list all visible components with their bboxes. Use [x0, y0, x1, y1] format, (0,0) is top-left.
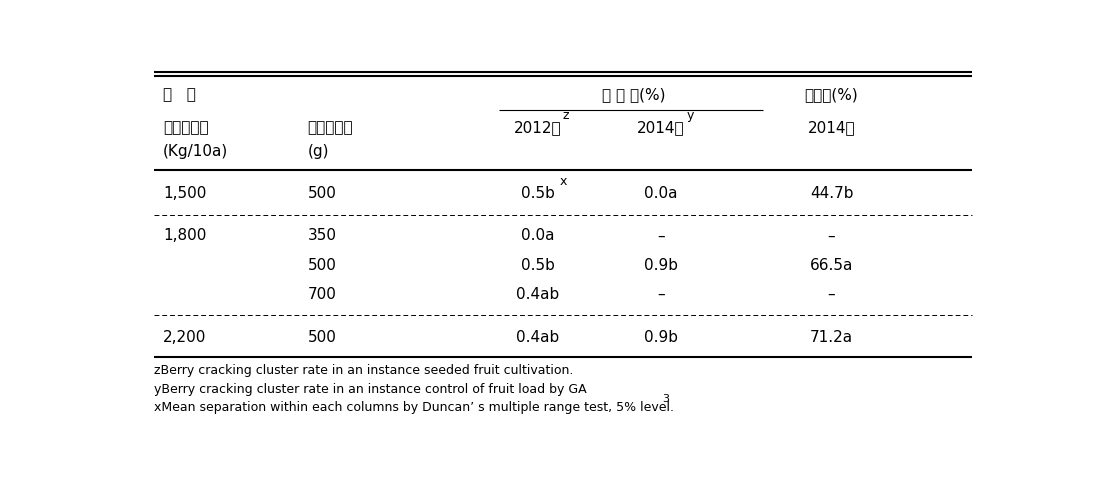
Text: 0.4ab: 0.4ab — [517, 330, 559, 345]
Text: 0.9b: 0.9b — [644, 258, 678, 273]
Text: 1,500: 1,500 — [163, 186, 207, 201]
Text: 71.2a: 71.2a — [810, 330, 853, 345]
Text: 500: 500 — [308, 330, 336, 345]
Text: –: – — [657, 287, 665, 302]
Text: 0.0a: 0.0a — [521, 228, 554, 243]
Text: 2014년: 2014년 — [808, 120, 855, 135]
Text: 44.7b: 44.7b — [810, 186, 853, 201]
Text: –: – — [657, 228, 665, 243]
Text: 3: 3 — [663, 393, 669, 403]
Text: 2,200: 2,200 — [163, 330, 207, 345]
Text: z: z — [563, 109, 569, 122]
Text: 2012년: 2012년 — [514, 120, 562, 135]
Text: –: – — [828, 228, 835, 243]
Text: yBerry cracking cluster rate in an instance control of fruit load by GA3 and TDZ: yBerry cracking cluster rate in an insta… — [154, 383, 723, 396]
Text: y: y — [686, 109, 693, 122]
Text: (g): (g) — [308, 144, 330, 159]
Text: 2014년: 2014년 — [637, 120, 685, 135]
Text: x: x — [559, 175, 567, 188]
Text: 0.9b: 0.9b — [644, 330, 678, 345]
Text: 0.5b: 0.5b — [521, 258, 555, 273]
Text: 0.5b: 0.5b — [521, 186, 555, 201]
Text: xMean separation within each columns by Duncan’ s multiple range test, 5% level.: xMean separation within each columns by … — [154, 401, 675, 414]
Text: 350: 350 — [308, 228, 336, 243]
Text: –: – — [828, 287, 835, 302]
Text: 처   리: 처 리 — [163, 87, 196, 102]
Text: zBerry cracking cluster rate in an instance seeded fruit cultivation.: zBerry cracking cluster rate in an insta… — [154, 364, 574, 378]
Text: 1,800: 1,800 — [163, 228, 207, 243]
Text: 무핵률(%): 무핵률(%) — [804, 87, 858, 102]
Text: 700: 700 — [308, 287, 336, 302]
Text: 500: 500 — [308, 186, 336, 201]
Text: 열 과 율(%): 열 과 율(%) — [602, 87, 665, 102]
Text: 목표생산량: 목표생산량 — [163, 120, 209, 135]
Text: 목표과방중: 목표과방중 — [308, 120, 354, 135]
Text: 0.4ab: 0.4ab — [517, 287, 559, 302]
Text: 0.0a: 0.0a — [644, 186, 678, 201]
Text: 66.5a: 66.5a — [810, 258, 853, 273]
Text: (Kg/10a): (Kg/10a) — [163, 144, 229, 159]
Text: 500: 500 — [308, 258, 336, 273]
Text: yBerry cracking cluster rate in an instance control of fruit load by GA: yBerry cracking cluster rate in an insta… — [154, 383, 587, 396]
